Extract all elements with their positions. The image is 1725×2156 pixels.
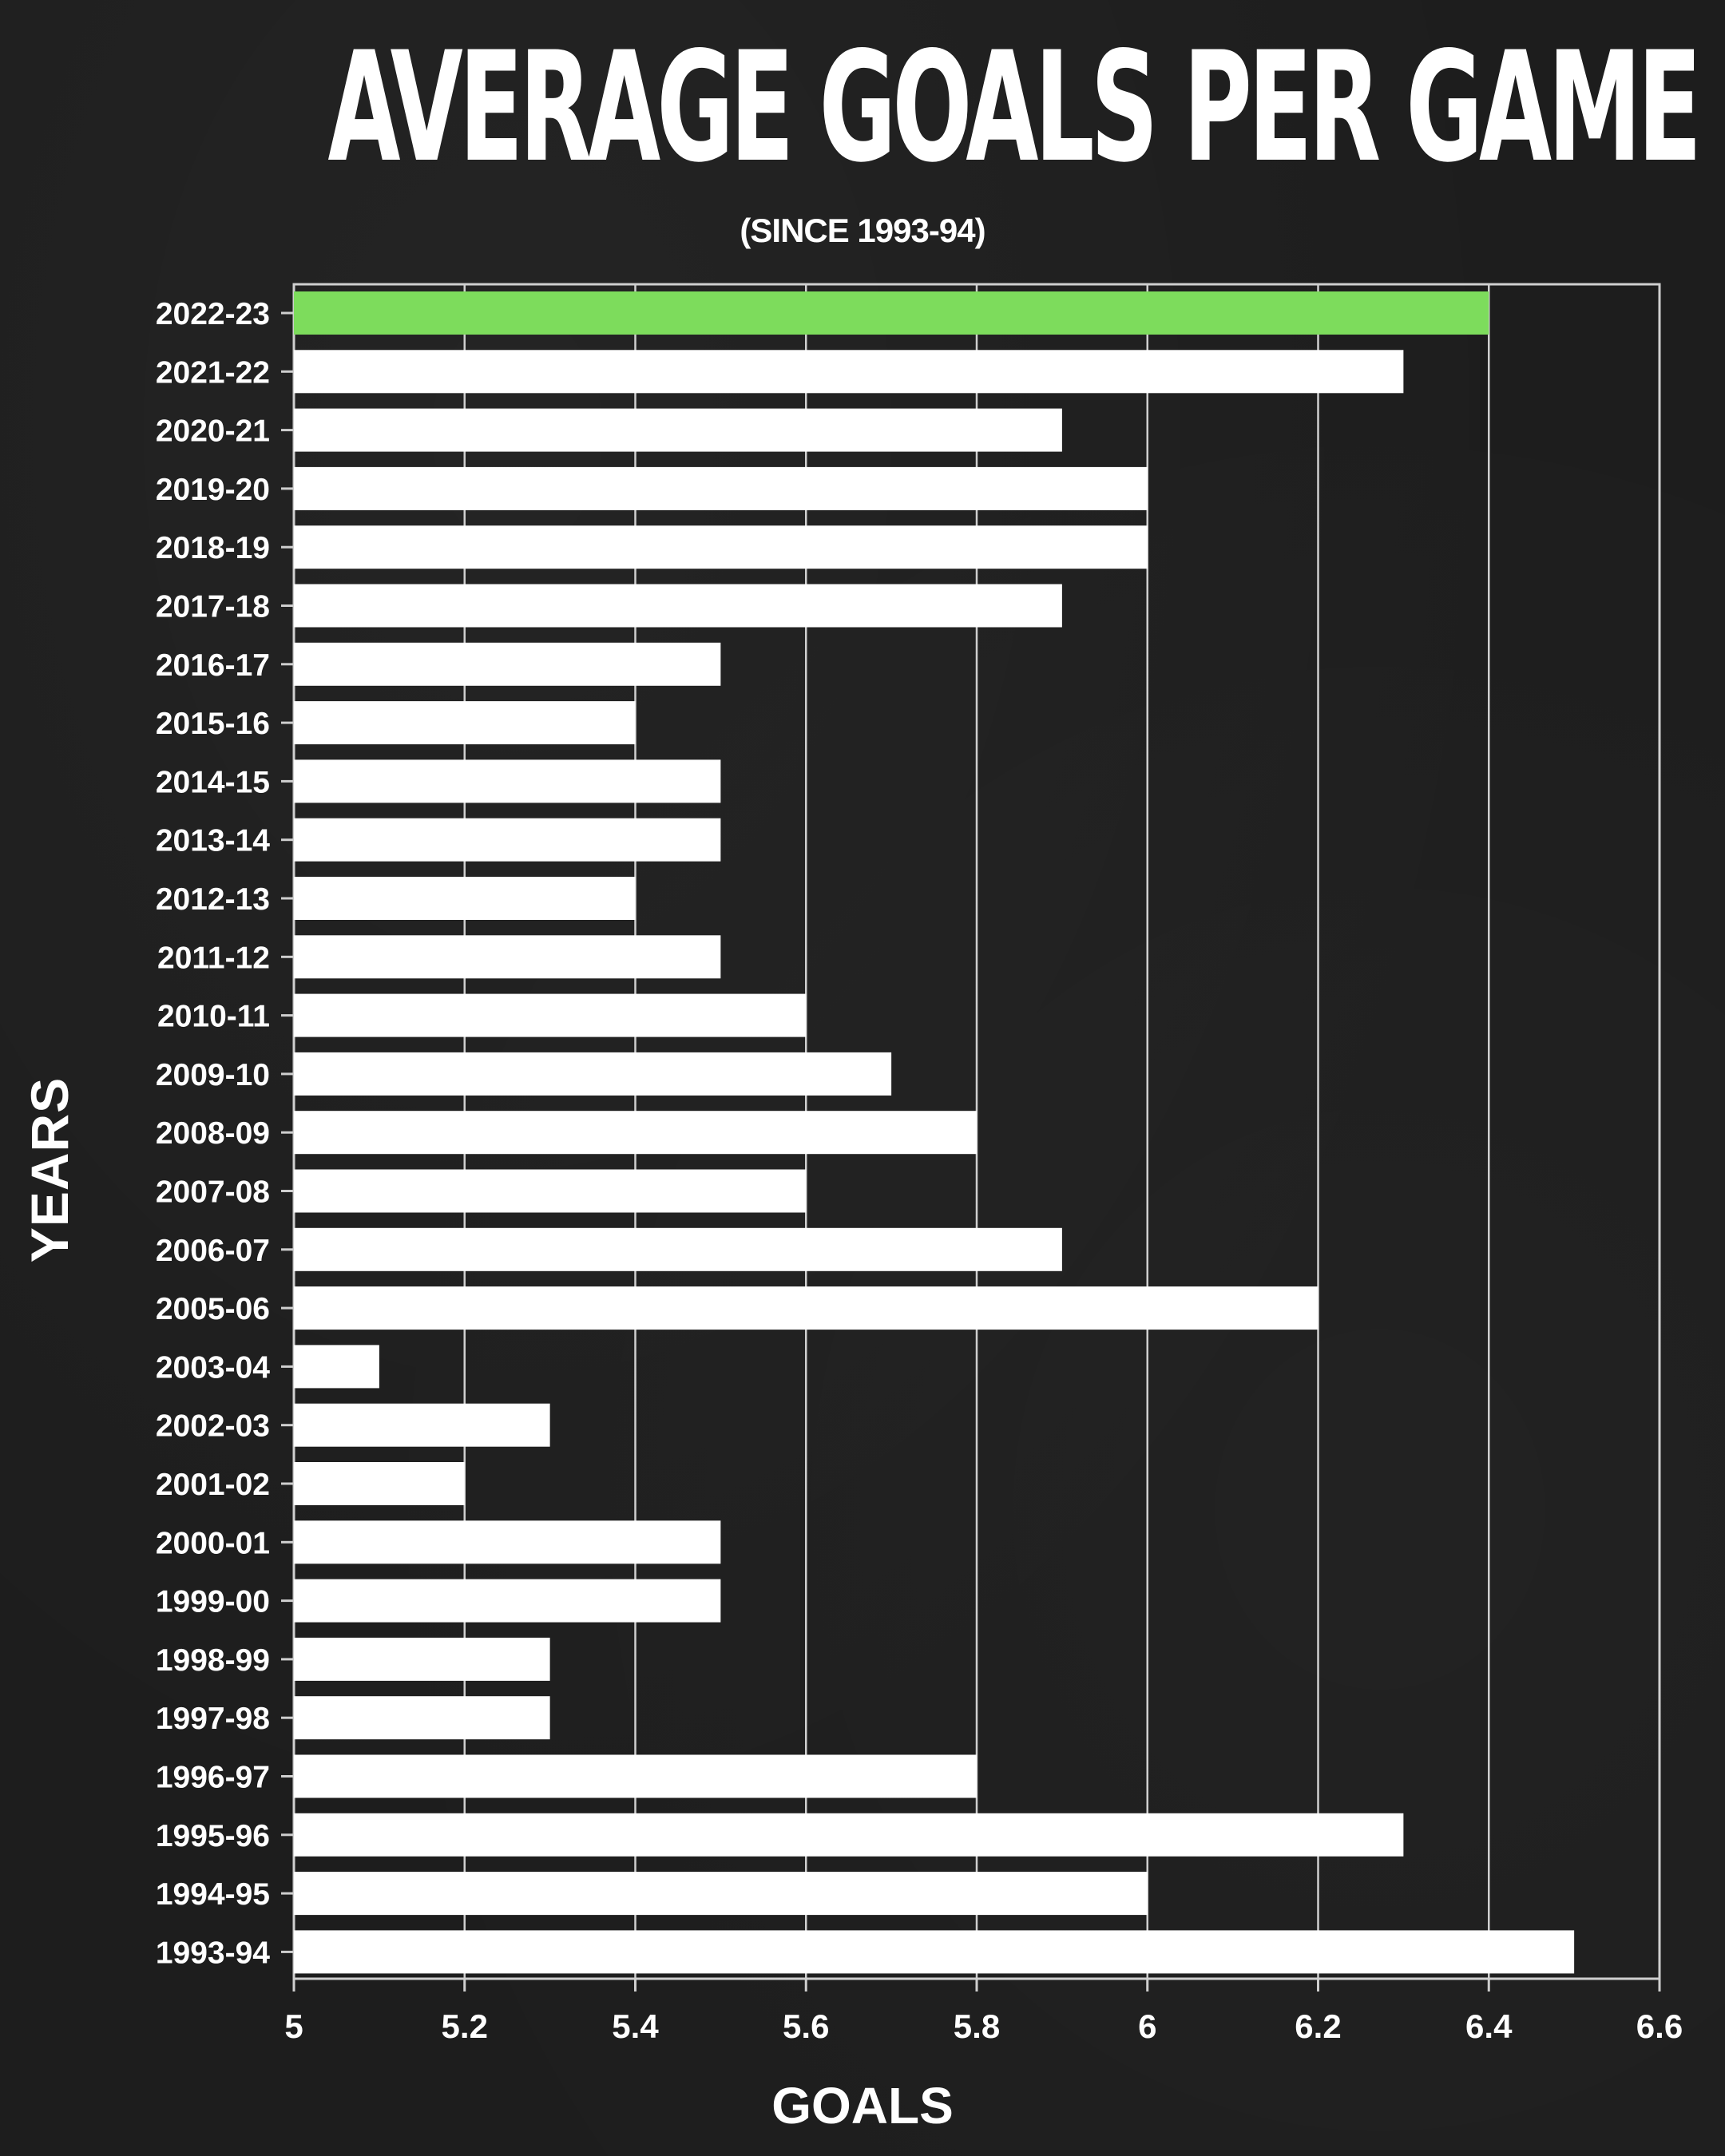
x-tick-label: 5	[284, 2007, 303, 2045]
y-tick-label: 2019-20	[156, 473, 270, 507]
y-tick-label: 2021-22	[156, 355, 270, 390]
y-tick-label: 2016-17	[156, 648, 270, 683]
y-tick-label: 2009-10	[156, 1058, 270, 1092]
y-tick-label: 1994-95	[156, 1877, 270, 1912]
bar	[294, 1637, 550, 1681]
bar	[294, 1403, 550, 1447]
y-tick-label: 2003-04	[156, 1350, 270, 1385]
x-axis-label: GOALS	[771, 2077, 954, 2134]
bar	[294, 1754, 977, 1798]
y-tick-label: 1999-00	[156, 1585, 270, 1619]
bar	[294, 877, 636, 920]
y-tick-label: 1998-99	[156, 1643, 270, 1678]
x-tick-label: 5.4	[612, 2007, 659, 2045]
y-tick-label: 2007-08	[156, 1175, 270, 1210]
bar	[294, 1227, 1062, 1271]
y-tick-label: 2001-02	[156, 1468, 270, 1502]
bar	[294, 1052, 892, 1096]
y-tick-label: 2005-06	[156, 1292, 270, 1326]
y-tick-label: 2008-09	[156, 1116, 270, 1151]
bar	[294, 759, 721, 803]
bar	[294, 818, 721, 862]
chart-subtitle: (SINCE 1993-94)	[740, 212, 985, 249]
bar	[294, 1696, 550, 1740]
bar	[294, 642, 721, 686]
y-tick-label: 2014-15	[156, 765, 270, 799]
bar	[294, 1111, 977, 1155]
bar	[294, 584, 1062, 628]
y-tick-label: 2022-23	[156, 297, 270, 331]
bar	[294, 291, 1489, 335]
bar	[294, 1286, 1319, 1330]
y-tick-label: 2013-14	[156, 824, 270, 858]
bar	[294, 1813, 1404, 1857]
bar	[294, 1169, 807, 1213]
bar	[294, 1579, 721, 1623]
x-tick-label: 6	[1138, 2007, 1156, 2045]
bar	[294, 993, 807, 1037]
y-tick-label: 2017-18	[156, 590, 270, 624]
bar	[294, 1872, 1148, 1916]
bar	[294, 525, 1148, 569]
bar	[294, 1520, 721, 1564]
y-tick-label: 2010-11	[157, 1000, 270, 1034]
y-tick-label: 1995-96	[156, 1819, 270, 1853]
y-tick-label: 1996-97	[156, 1761, 270, 1795]
bar	[294, 408, 1062, 452]
y-tick-label: 1997-98	[156, 1702, 270, 1736]
bar	[294, 1930, 1575, 1974]
bar	[294, 1462, 465, 1505]
bar	[294, 935, 721, 979]
bar	[294, 350, 1404, 394]
y-tick-label: 2002-03	[156, 1409, 270, 1444]
y-tick-label: 2015-16	[156, 707, 270, 741]
y-tick-label: 2012-13	[156, 882, 270, 917]
y-tick-label: 1993-94	[156, 1936, 270, 1970]
y-tick-label: 2020-21	[156, 414, 270, 449]
x-tick-label: 6.6	[1636, 2007, 1683, 2045]
x-tick-label: 6.4	[1465, 2007, 1513, 2045]
x-tick-label: 6.2	[1295, 2007, 1341, 2045]
bar	[294, 701, 636, 745]
y-tick-label: 2018-19	[156, 531, 270, 565]
x-tick-label: 5.6	[783, 2007, 829, 2045]
y-tick-label: 2011-12	[157, 941, 270, 975]
bar	[294, 466, 1148, 510]
x-tick-label: 5.8	[954, 2007, 1000, 2045]
y-tick-label: 2006-07	[156, 1234, 270, 1268]
y-tick-label: 2000-01	[156, 1526, 270, 1560]
x-tick-label: 5.2	[442, 2007, 488, 2045]
bar	[294, 1345, 379, 1389]
